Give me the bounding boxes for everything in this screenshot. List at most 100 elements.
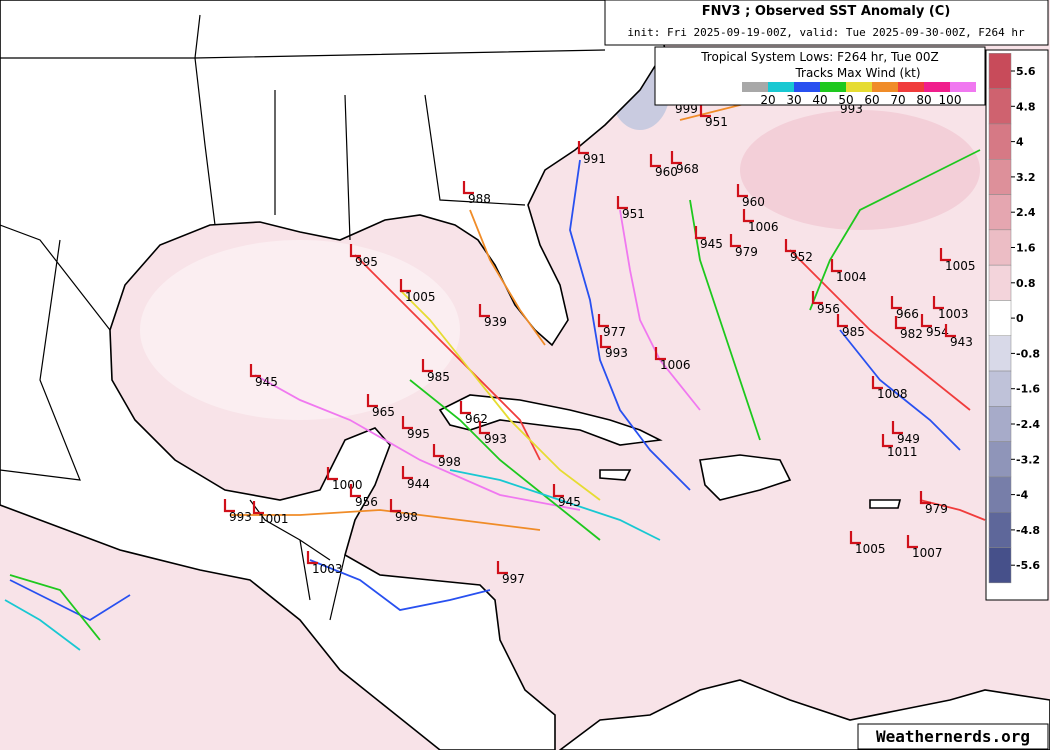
colorbar-segment <box>988 53 1012 89</box>
low-pressure-label: 1003 <box>938 307 969 321</box>
colorbar-tick-label: -4 <box>1016 489 1029 502</box>
colorbar-tick-label: 4.8 <box>1016 100 1036 113</box>
track <box>230 509 541 531</box>
colorbar-tick-label: -0.8 <box>1016 347 1040 360</box>
low-marker <box>478 304 490 318</box>
colorbar-tick-label: 3.2 <box>1016 171 1036 184</box>
low-marker <box>920 314 932 328</box>
colorbar-segment <box>988 335 1012 372</box>
track <box>619 209 701 411</box>
wind-color-box <box>768 82 794 92</box>
low-marker <box>894 316 906 330</box>
low-marker <box>919 491 931 505</box>
colorbar-segment <box>988 547 1012 584</box>
credit: Weathernerds.org <box>876 727 1030 746</box>
low-marker <box>670 151 682 165</box>
low-pressure-label: 954 <box>926 325 949 339</box>
colorbar-segment <box>988 300 1012 337</box>
low-pressure-label: 995 <box>407 427 430 441</box>
colorbar-segment <box>988 476 1012 513</box>
colorbar-tick-label: -5.6 <box>1016 559 1040 572</box>
low-marker <box>890 296 902 310</box>
low-pressure-label: 991 <box>583 152 606 166</box>
low-pressure-label: 1006 <box>660 358 691 372</box>
low-pressure-label: 956 <box>355 495 378 509</box>
wind-color-box <box>872 82 898 92</box>
sst-patch <box>740 110 980 230</box>
colorbar-segment <box>988 123 1012 160</box>
wind-tick-label: 80 <box>916 93 931 107</box>
low-marker <box>836 314 848 328</box>
wind-tick-label: 20 <box>760 93 775 107</box>
track <box>309 559 491 611</box>
low-marker <box>784 239 796 253</box>
low-marker <box>306 551 318 565</box>
cuba <box>438 394 663 446</box>
low-pressure-label: 960 <box>742 195 765 209</box>
low-pressure-label: 1006 <box>748 220 779 234</box>
track <box>809 149 981 311</box>
track <box>9 574 101 641</box>
low-pressure-label: 944 <box>407 477 430 491</box>
low-marker <box>649 154 661 168</box>
low-pressure-label: 979 <box>735 245 758 259</box>
header-box <box>604 0 1049 46</box>
title: FNV3 ; Observed SST Anomaly (C) <box>702 4 951 19</box>
colorbar-segment <box>988 194 1012 231</box>
wind-color-box <box>820 82 846 92</box>
track <box>254 374 581 511</box>
wind-color-box <box>794 82 820 92</box>
colorbar-tick-label: 2.4 <box>1016 206 1036 219</box>
low-marker <box>932 296 944 310</box>
low-pressure-label: 945 <box>558 495 581 509</box>
wind-color-box <box>846 82 872 92</box>
low-pressure-label: 952 <box>790 250 813 264</box>
low-pressure-label: 998 <box>438 455 461 469</box>
lows: 9749999519919609689889519601006945979952… <box>223 68 976 586</box>
colorbar-tick-label: 0 <box>1016 312 1024 325</box>
colorbar-segment <box>988 88 1012 125</box>
wind-tick-label: 40 <box>812 93 827 107</box>
credit-box <box>857 723 1049 750</box>
wind-color-box <box>924 82 950 92</box>
colorbar-tick-label: 0.8 <box>1016 277 1036 290</box>
colorbar-tick-label: 1.6 <box>1016 242 1036 255</box>
low-marker <box>421 359 433 373</box>
low-marker <box>462 181 474 195</box>
wind-color-box <box>742 82 768 92</box>
wind-color-box <box>898 82 924 92</box>
legend-title: Tropical System Lows: F264 hr, Tue 00Z <box>700 50 939 64</box>
track <box>789 249 971 411</box>
low-marker <box>729 234 741 248</box>
low-pressure-label: 956 <box>817 302 840 316</box>
wind-tick-label: 70 <box>890 93 905 107</box>
subtitle: init: Fri 2025-09-19-00Z, valid: Tue 202… <box>627 26 1025 39</box>
colorbar-segment <box>988 512 1012 548</box>
jamaica <box>599 469 632 481</box>
low-pressure-label: 1001 <box>258 512 289 526</box>
low-pressure-label: 1005 <box>405 290 436 304</box>
track <box>469 209 546 346</box>
low-marker <box>599 335 611 349</box>
low-pressure-label: 985 <box>842 325 865 339</box>
colorbar-segment <box>988 406 1012 442</box>
low-marker <box>326 467 338 481</box>
low-marker <box>597 314 609 328</box>
low-marker <box>399 279 411 293</box>
low-marker <box>742 209 754 223</box>
low-pressure-label: 939 <box>484 315 507 329</box>
low-marker <box>699 104 711 118</box>
low-marker <box>401 416 413 430</box>
low-marker <box>871 376 883 390</box>
low-pressure-label: 997 <box>502 572 525 586</box>
low-marker <box>939 248 951 262</box>
track <box>4 599 81 651</box>
track <box>689 199 761 441</box>
wind-color-box <box>950 82 976 92</box>
low-marker <box>944 324 956 338</box>
low-marker <box>654 347 666 361</box>
low-pressure-label: 968 <box>676 162 699 176</box>
wind-tick-label: 50 <box>838 93 853 107</box>
low-pressure-label: 1005 <box>855 542 886 556</box>
